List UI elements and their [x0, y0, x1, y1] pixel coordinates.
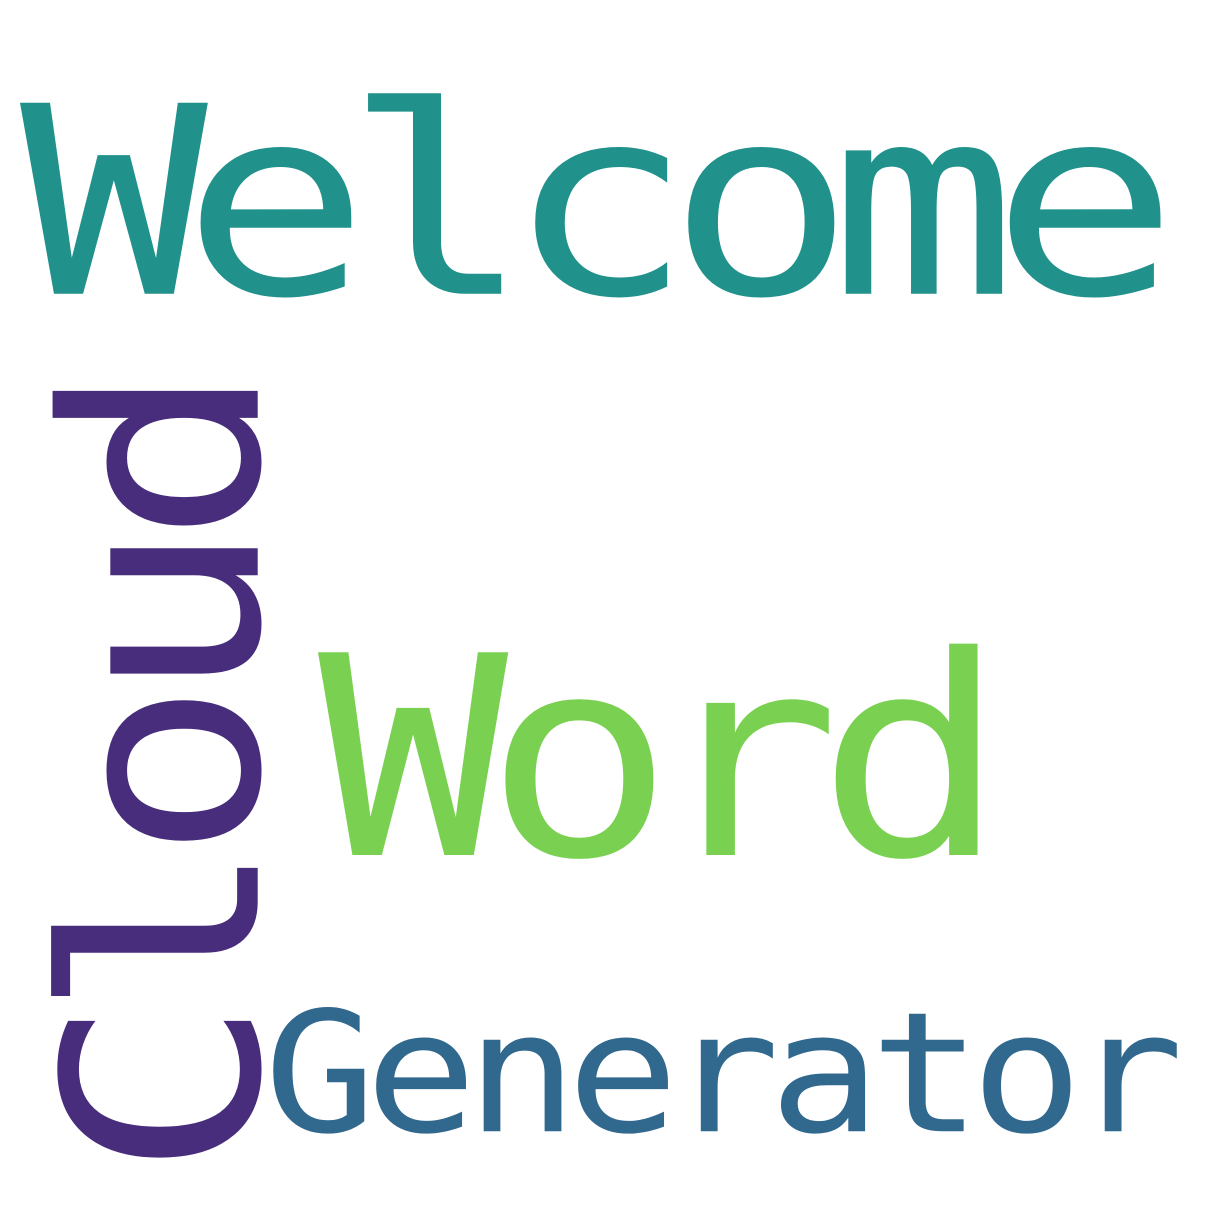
- word-cloud-vertical: Cloud: [7, 384, 322, 1178]
- word-welcome: Welcome: [20, 50, 1179, 356]
- word-word: Word: [318, 597, 1007, 921]
- word-generator: Generator: [264, 975, 1184, 1171]
